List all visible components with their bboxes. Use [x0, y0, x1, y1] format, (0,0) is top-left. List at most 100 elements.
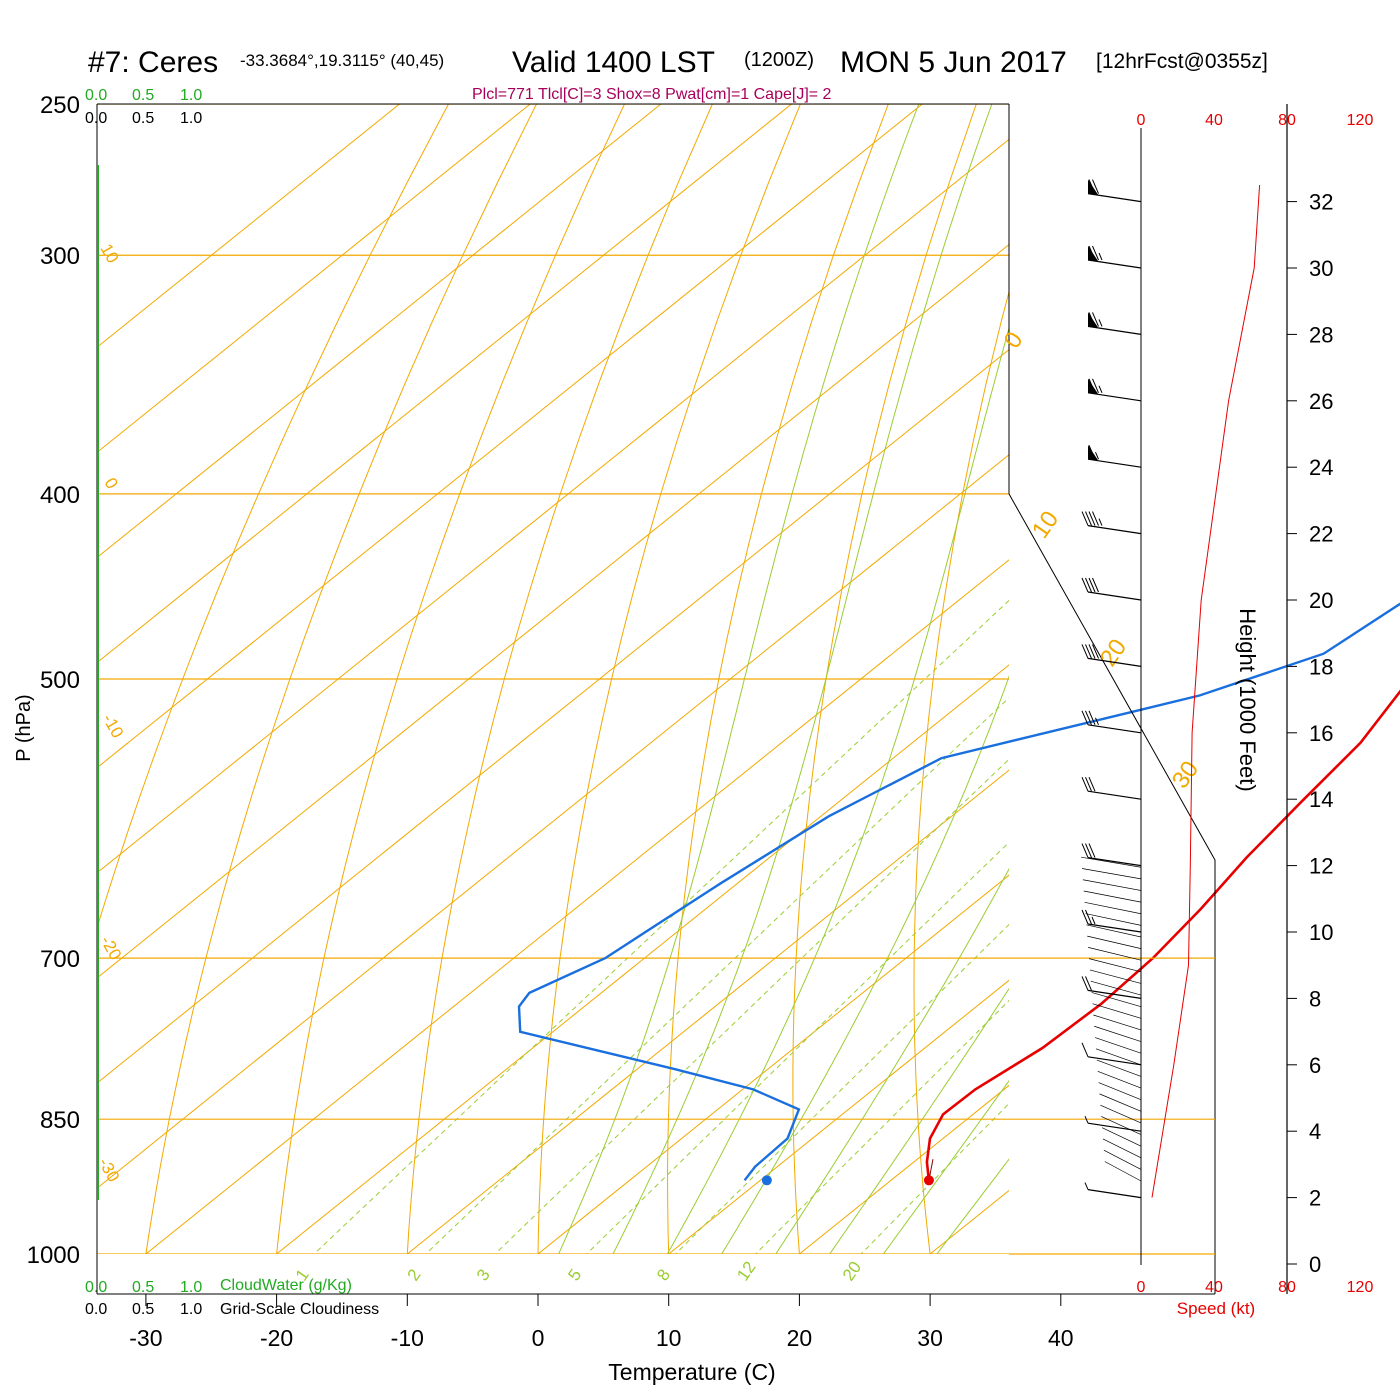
wind-barb-half [1095, 717, 1099, 725]
wind-barb-shaft [1087, 857, 1142, 867]
isotherm-line [97, 348, 1009, 1084]
isotherm-line [97, 138, 1009, 874]
wind-barb-half [1084, 1182, 1089, 1190]
wind-barb-shaft [1098, 1082, 1142, 1100]
isotherm-line [275, 664, 1009, 1254]
wind-barb-feather [1088, 445, 1096, 460]
wind-barb-feather [1088, 312, 1096, 327]
isotherm-label: 30 [1167, 756, 1204, 793]
wind-barb-shaft [1081, 856, 1142, 868]
speed-tick-bottom: 0 [1137, 1279, 1146, 1296]
mixing-ratio-label: 8 [653, 1266, 674, 1285]
dry-adiabat [667, 104, 889, 1254]
wind-barb-feather [1088, 644, 1096, 659]
x-tick-label: 40 [1048, 1325, 1074, 1351]
wind-barb-shaft [1087, 193, 1142, 203]
isotherm-line [537, 874, 1009, 1254]
cloudiness-tick: 0.5 [132, 110, 154, 127]
wind-barb-shaft [1086, 924, 1142, 938]
isotherm-line [1141, 0, 1400, 1294]
wind-barb-half [1098, 385, 1103, 393]
wind-barb-shaft [1087, 392, 1142, 402]
pressure-label: 400 [40, 482, 80, 509]
wind-barb-shaft [1101, 1116, 1142, 1135]
wind-barb-shaft [1088, 947, 1142, 961]
wind-barb-shaft [1094, 1025, 1142, 1042]
x-tick-label: 10 [656, 1325, 682, 1351]
valid-zulu: (1200Z) [744, 49, 814, 71]
isotherm-line [97, 454, 1009, 1189]
cloud-water-tick: 1.0 [180, 1279, 202, 1296]
x-tick-label: -10 [391, 1325, 424, 1351]
wind-barb-feather [1092, 179, 1099, 194]
dry-adiabat [145, 104, 538, 1254]
x-tick-label: 20 [787, 1325, 813, 1351]
surface-temperature-dot [923, 1175, 934, 1186]
wind-barb-feather [1081, 843, 1089, 858]
cloud-water-tick: 1.0 [180, 87, 202, 104]
cloudiness-tick: 0.5 [132, 1301, 154, 1318]
isotherm-line [97, 243, 1009, 979]
wind-barb-shaft [1095, 1037, 1142, 1054]
wind-barb-half [1095, 452, 1099, 460]
wind-barb-shaft [1089, 969, 1142, 984]
height-tick-label: 10 [1309, 920, 1333, 945]
wind-barb-feather [1092, 378, 1099, 393]
wind-barb-feather [1085, 710, 1092, 725]
wind-barb-half [1098, 252, 1103, 261]
pressure-label: 250 [40, 92, 80, 119]
moist-adiabat [721, 675, 1009, 1254]
wind-barb-feather [1092, 577, 1099, 593]
wind-barb-shaft [1087, 657, 1142, 667]
moist-adiabat [558, 104, 920, 1254]
mixing-ratio-label: 5 [564, 1266, 585, 1285]
wind-barb-shaft [1082, 879, 1142, 891]
wind-barb-feather [1088, 245, 1096, 261]
mixing-ratio-line [425, 697, 1009, 1254]
dry-adiabat [792, 104, 977, 1254]
speed-tick-top: 0 [1137, 112, 1146, 129]
wind-barb-shaft [1084, 901, 1142, 915]
wind-barb-feather [1081, 644, 1089, 659]
mixing-ratio-line [674, 923, 1009, 1254]
speed-tick-top: 40 [1205, 112, 1223, 129]
height-tick-label: 14 [1309, 787, 1333, 812]
mixing-ratio-label: 20 [839, 1258, 865, 1284]
wind-barb-feather [1081, 909, 1089, 925]
height-tick-label: 0 [1309, 1252, 1321, 1277]
cloudiness-label: Grid-Scale Cloudiness [220, 1301, 379, 1318]
isotherm-label: -10 [99, 711, 128, 742]
wind-barb-shaft [1087, 458, 1142, 468]
wind-barb-shaft [1087, 525, 1142, 535]
station-coords: -33.3684°,19.3115° (40,45) [240, 51, 444, 70]
wind-barb-feather [1085, 577, 1092, 593]
height-tick-label: 16 [1309, 721, 1333, 746]
wind-barb-shaft [1091, 992, 1142, 1008]
wind-barb-feather [1088, 710, 1096, 725]
x-tick-label: -20 [260, 1325, 293, 1351]
wind-barb-feather [1081, 577, 1089, 593]
wind-barb-shaft [1087, 591, 1142, 601]
height-tick-label: 28 [1309, 322, 1333, 347]
cloud-water-tick: 0.5 [132, 1279, 154, 1296]
temperature-profile [925, 689, 1400, 1181]
thermo-grid [97, 0, 1400, 1294]
temperature-axis: -30 -20 -10 0 10 20 30 40 [129, 1294, 1074, 1351]
height-tick-label: 22 [1309, 522, 1333, 547]
dry-adiabat [537, 104, 801, 1254]
wind-barb-feather [1092, 644, 1099, 659]
dry-adiabat [276, 104, 626, 1254]
cloudiness-tick: 1.0 [180, 1301, 202, 1318]
wind-barb-shaft [1087, 989, 1142, 999]
cloud-water-tick: 0.0 [85, 1279, 107, 1296]
dry-adiabat [406, 104, 713, 1254]
height-tick-label: 6 [1309, 1053, 1321, 1078]
wind-barb-feather [1081, 511, 1089, 526]
wind-barb-feather [1088, 777, 1096, 792]
mixing-ratio-line [860, 1102, 1009, 1254]
wind-barb-shaft [1092, 1003, 1142, 1019]
mixing-ratio-label: 3 [473, 1266, 494, 1285]
